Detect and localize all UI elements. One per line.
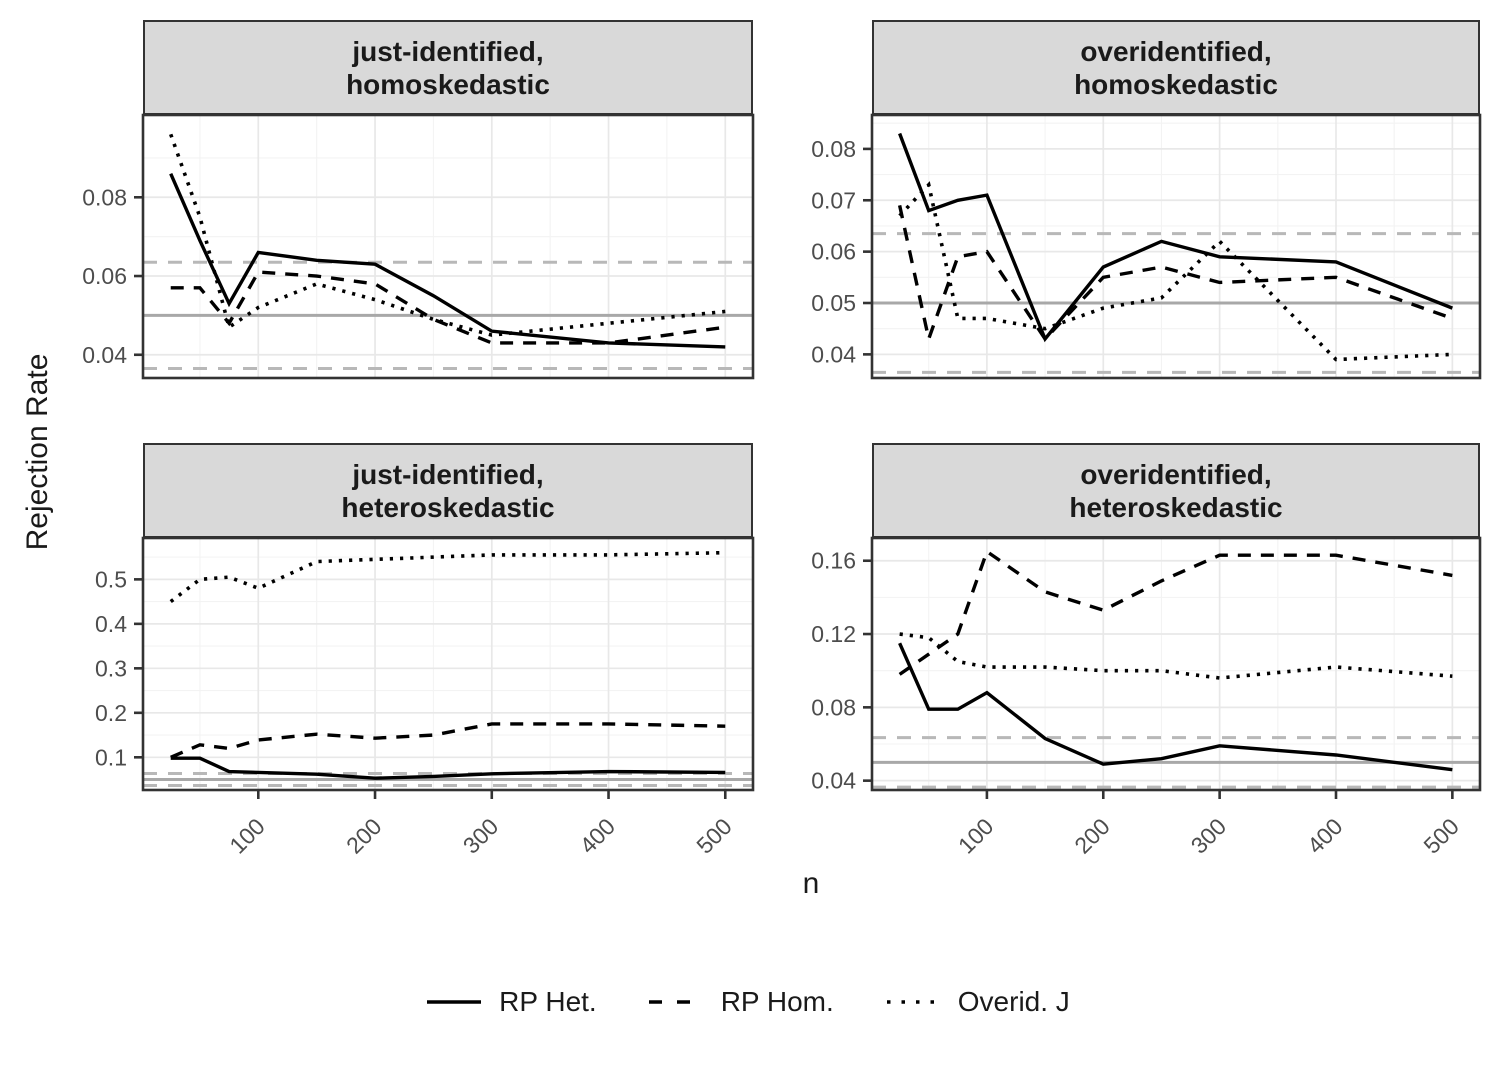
- dashed-line-icon: [648, 1000, 703, 1004]
- series-rp_hom-line: [170, 270, 726, 345]
- chart-panel-bl: 0.1 0.2 0.3 0.4 0.5 100 200 300 400 500: [95, 536, 755, 859]
- chart-panel-tl: 0.04 0.06 0.08: [82, 113, 755, 380]
- dotted-line-icon: [886, 1000, 940, 1004]
- x-tick-label: 500: [691, 813, 737, 859]
- facet-title-line2: homoskedastic: [1074, 68, 1278, 100]
- y-tick-label: 0.12: [811, 621, 856, 647]
- series-overid_j-line: [898, 181, 1453, 362]
- chart-panel-tr: 0.04 0.05 0.06 0.07 0.08: [811, 113, 1482, 380]
- y-tick-label: 0.08: [82, 184, 127, 210]
- x-tick-label: 500: [1418, 813, 1464, 859]
- facet-strip-overidentified-homoskedastic: overidentified, homoskedastic: [872, 20, 1480, 115]
- y-tick-label: 0.5: [95, 566, 127, 592]
- legend: RP Het. RP Hom. Overid. J: [0, 986, 1495, 1018]
- facet-title-line2: heteroskedastic: [341, 491, 555, 523]
- x-tick-label: 100: [224, 813, 270, 859]
- x-tick-label: 400: [575, 813, 621, 859]
- y-tick-label: 0.4: [95, 611, 127, 637]
- y-tick-label: 0.04: [811, 341, 856, 367]
- series-rp_hom-line: [170, 722, 726, 759]
- y-tick-label: 0.06: [811, 239, 856, 265]
- legend-label: Overid. J: [957, 986, 1070, 1017]
- y-tick-label: 0.08: [811, 136, 856, 162]
- x-tick-label: 200: [1069, 813, 1115, 859]
- x-axis-title: n: [802, 867, 820, 900]
- facet-strip-just-identified-heteroskedastic: just-identified, heteroskedastic: [143, 443, 753, 538]
- series-rp_het-line: [169, 172, 726, 349]
- legend-item-rp-het: RP Het.: [425, 986, 597, 1018]
- x-tick-label: 200: [341, 813, 387, 859]
- y-tick-label: 0.06: [82, 263, 127, 289]
- facet-title-line1: overidentified,: [1080, 458, 1272, 490]
- y-tick-label: 0.2: [95, 700, 127, 726]
- facet-title-line2: heteroskedastic: [1069, 491, 1283, 523]
- y-tick-label: 0.1: [95, 744, 127, 770]
- facet-title-line1: overidentified,: [1080, 35, 1272, 67]
- y-axis-title: Rejection Rate: [21, 353, 54, 551]
- x-tick-label: 300: [458, 813, 504, 859]
- chart-panel-br: 0.04 0.08 0.12 0.16 100 200 300 400 500: [811, 536, 1482, 859]
- y-tick-label: 0.05: [811, 290, 856, 316]
- legend-item-overid-j: Overid. J: [884, 986, 1070, 1018]
- series-rp_het-line: [170, 756, 726, 780]
- facet-strip-overidentified-heteroskedastic: overidentified, heteroskedastic: [872, 443, 1480, 538]
- legend-item-rp-hom: RP Hom.: [647, 986, 834, 1018]
- series-rp_het-line: [898, 642, 1453, 772]
- y-tick-label: 0.08: [811, 694, 856, 720]
- y-tick-label: 0.07: [811, 187, 856, 213]
- legend-label: RP Hom.: [720, 986, 834, 1017]
- y-tick-label: 0.3: [95, 655, 127, 681]
- series-overid_j-line: [899, 632, 1453, 680]
- x-tick-label: 100: [953, 813, 999, 859]
- facet-title-line1: just-identified,: [352, 35, 544, 67]
- series-overid_j-line: [169, 550, 726, 604]
- facet-strip-just-identified-homoskedastic: just-identified, homoskedastic: [143, 20, 753, 115]
- solid-line-icon: [427, 1000, 482, 1004]
- facet-title-line1: just-identified,: [352, 458, 544, 490]
- series-rp_hom-line: [897, 205, 1453, 346]
- legend-label: RP Het.: [499, 986, 597, 1017]
- series-rp_het-line: [898, 132, 1453, 343]
- x-tick-label: 400: [1302, 813, 1348, 859]
- y-tick-label: 0.04: [811, 768, 856, 794]
- facet-title-line2: homoskedastic: [346, 68, 550, 100]
- y-tick-label: 0.04: [82, 342, 127, 368]
- x-tick-label: 300: [1186, 813, 1232, 859]
- series-rp_hom-line: [898, 548, 1453, 676]
- y-tick-label: 0.16: [811, 548, 856, 574]
